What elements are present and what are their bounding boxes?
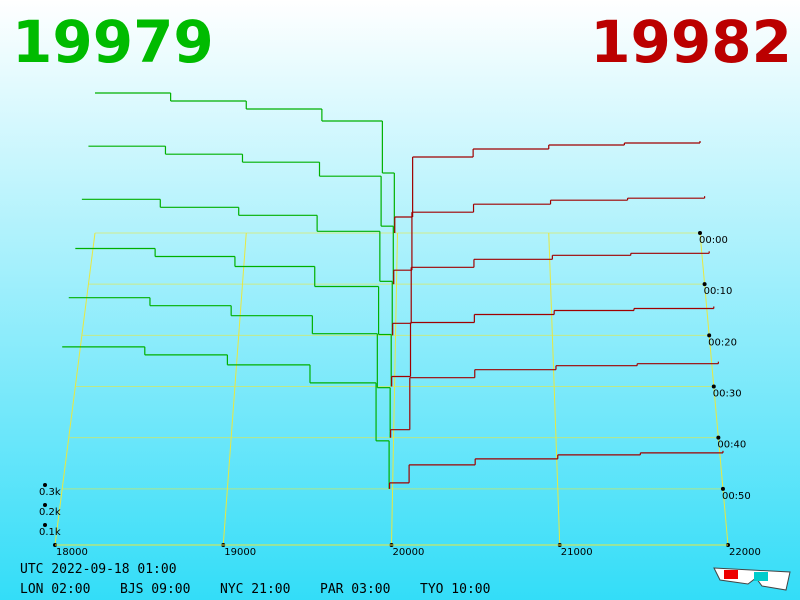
time-label: 00:50 [722,491,751,502]
city-time: TYO 10:00 [420,582,490,597]
time-tick [702,282,707,287]
time-label: 00:00 [699,235,728,246]
grid-line [391,232,398,546]
time-tick [711,384,716,389]
grid-line [54,232,96,546]
x-tick-label: 21000 [561,547,593,558]
ask-price: 19982 [590,8,792,76]
bid-price: 19979 [12,8,214,76]
utc-time: UTC 2022-09-18 01:00 [20,562,177,577]
z-tick-label: 0.3k [39,487,61,498]
city-time: PAR 03:00 [320,582,390,597]
time-tick [698,231,702,235]
time-label: 00:30 [713,389,742,400]
time-label: 00:20 [708,337,737,348]
x-tick-label: 22000 [729,547,761,558]
z-tick [43,503,47,507]
z-tick-label: 0.2k [39,507,61,518]
time-tick [720,486,725,491]
z-tick-label: 0.1k [39,527,61,538]
glasses-icon [713,567,791,591]
grid-line [222,232,247,546]
plot: 18000 19000 20000 21000 22000 0.1k 0.2k 0.3k 00:… [39,92,761,558]
x-tick-label: 20000 [393,547,425,558]
city-time: LON 02:00 [20,582,90,597]
time-label: 00:10 [704,286,733,297]
city-time: NYC 21:00 [220,582,290,597]
grid-line [548,232,561,546]
city-time: BJS 09:00 [120,582,190,597]
z-tick [43,483,47,487]
time-label: 00:40 [717,440,746,451]
time-tick [716,435,721,440]
time-tick [707,333,712,338]
x-tick-label: 19000 [224,547,256,558]
z-tick [43,523,47,527]
x-tick-label: 18000 [56,547,88,558]
